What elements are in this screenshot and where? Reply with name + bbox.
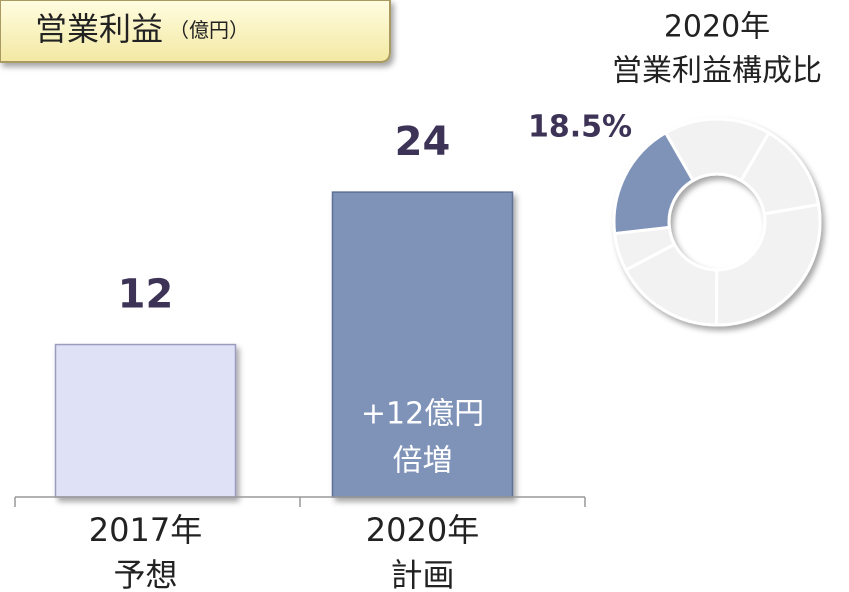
- x-tick-label: 計画: [390, 556, 454, 592]
- donut-segment: [612, 130, 696, 236]
- data-label: 24: [395, 119, 451, 165]
- data-label: 18.5%: [528, 110, 632, 145]
- bar: [331, 191, 514, 498]
- x-tick-label: 2020年: [366, 511, 479, 549]
- x-tick-label: 予想: [113, 556, 177, 592]
- donut-title: 2020年: [664, 10, 770, 45]
- bar: [54, 343, 237, 498]
- annotation: 倍増: [393, 444, 453, 479]
- chart-title: 営業利益 （億円）: [35, 10, 249, 48]
- donut-title: 営業利益構成比: [612, 54, 822, 89]
- data-label: 12: [118, 272, 174, 318]
- donut-segment: [613, 225, 677, 272]
- donut: [612, 117, 822, 327]
- title-main: 営業利益: [35, 10, 163, 48]
- title-box: [0, 0, 391, 63]
- donut-segment: [623, 242, 719, 327]
- annotation: +12億円: [361, 397, 484, 432]
- x-tick-label: 2017年: [89, 511, 202, 549]
- title-unit: （億円）: [169, 18, 249, 42]
- donut-segment: [714, 202, 822, 327]
